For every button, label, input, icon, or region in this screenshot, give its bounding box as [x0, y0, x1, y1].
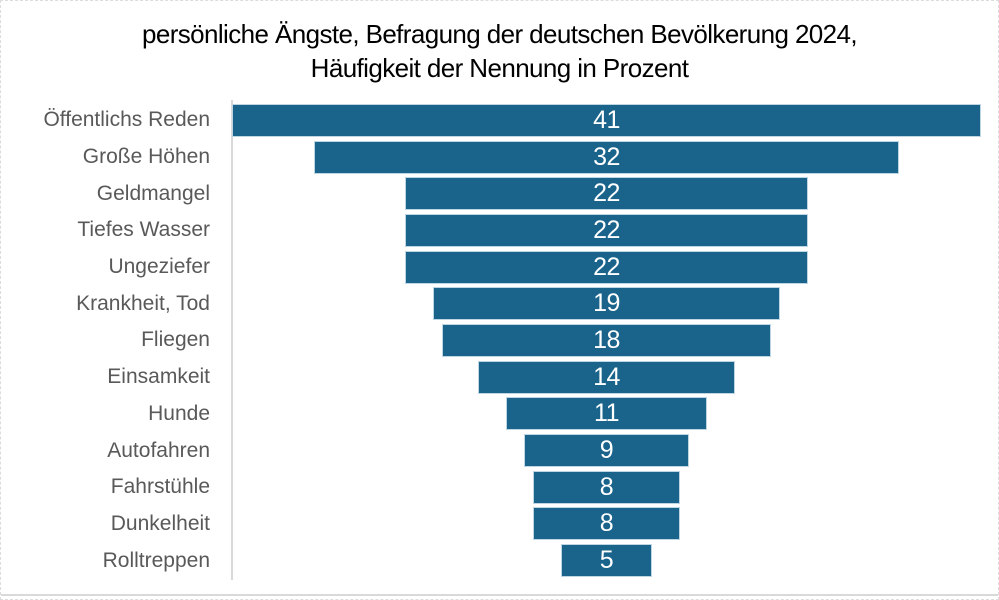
bar: 14 — [478, 360, 735, 394]
bar-row: Öffentlichs Reden 41 — [1, 102, 998, 139]
bar-row: Tiefes Wasser 22 — [1, 212, 998, 249]
bar-row: Fliegen 18 — [1, 322, 998, 359]
bar-track: 14 — [231, 360, 982, 394]
chart-title: persönliche Ängste, Befragung der deutsc… — [1, 17, 998, 85]
bar-track: 22 — [231, 177, 982, 211]
bar-value-label: 8 — [599, 509, 614, 538]
bottom-border-line — [1, 594, 998, 596]
bar-row: Rolltreppen 5 — [1, 542, 998, 579]
bar: 18 — [441, 323, 772, 357]
bar: 9 — [524, 434, 689, 468]
category-label: Fahrstühle — [110, 475, 210, 499]
bar-value-label: 8 — [599, 472, 614, 501]
bar-track: 19 — [231, 287, 982, 321]
bar-row: Fahrstühle 8 — [1, 469, 998, 506]
bar-value-label: 32 — [593, 142, 620, 171]
category-label: Hunde — [148, 401, 210, 425]
bar-value-label: 22 — [593, 215, 620, 244]
bar-row: Hunde 11 — [1, 396, 998, 433]
bar-row: Krankheit, Tod 19 — [1, 285, 998, 322]
bar: 8 — [533, 507, 680, 541]
category-axis-line — [231, 100, 233, 580]
category-label: Dunkelheit — [110, 511, 210, 535]
bar-track: 41 — [231, 103, 982, 137]
bar-value-label: 19 — [593, 289, 620, 318]
bar: 22 — [405, 177, 808, 211]
bar-track: 22 — [231, 250, 982, 284]
bar-value-label: 22 — [593, 252, 620, 281]
bar-value-label: 14 — [593, 362, 620, 391]
bar-row: Große Höhen 32 — [1, 139, 998, 176]
bar-value-label: 9 — [599, 436, 614, 465]
bar-value-label: 22 — [593, 179, 620, 208]
category-label: Autofahren — [107, 438, 210, 462]
bar: 11 — [505, 397, 708, 431]
bar: 22 — [405, 250, 808, 284]
bar: 5 — [560, 544, 653, 578]
category-label: Ungeziefer — [108, 255, 210, 279]
bar-track: 22 — [231, 213, 982, 247]
bar: 22 — [405, 213, 808, 247]
chart-title-line-1: persönliche Ängste, Befragung der deutsc… — [141, 19, 858, 49]
bar-value-label: 18 — [593, 325, 620, 354]
bar-value-label: 41 — [593, 105, 620, 134]
bar-value-label: 11 — [594, 399, 619, 428]
bar: 41 — [231, 103, 982, 137]
category-label: Große Höhen — [82, 145, 210, 169]
category-label: Rolltreppen — [102, 548, 210, 572]
bar-row: Autofahren 9 — [1, 432, 998, 469]
bar-row: Dunkelheit 8 — [1, 506, 998, 543]
category-label: Öffentlichs Reden — [43, 108, 210, 132]
bar-value-label: 5 — [599, 546, 614, 575]
category-label: Einsamkeit — [107, 365, 210, 389]
bar-track: 8 — [231, 470, 982, 504]
bar-row: Einsamkeit 14 — [1, 359, 998, 396]
bar-row: Geldmangel 22 — [1, 175, 998, 212]
category-label: Tiefes Wasser — [77, 218, 210, 242]
bar: 8 — [533, 470, 680, 504]
bar-track: 8 — [231, 507, 982, 541]
bar-track: 11 — [231, 397, 982, 431]
bar: 19 — [432, 287, 781, 321]
bar-track: 18 — [231, 323, 982, 357]
bar-track: 9 — [231, 434, 982, 468]
plot-area: Öffentlichs Reden 41 Große Höhen 32 Geldmang… — [1, 102, 998, 579]
bar-track: 5 — [231, 544, 982, 578]
chart-title-line-2: Häufigkeit der Nennung in Prozent — [310, 53, 689, 83]
category-label: Krankheit, Tod — [76, 291, 210, 315]
bar-row: Ungeziefer 22 — [1, 249, 998, 286]
bar-track: 32 — [231, 140, 982, 174]
category-label: Geldmangel — [96, 181, 210, 205]
bar: 32 — [313, 140, 900, 174]
category-label: Fliegen — [141, 328, 210, 352]
